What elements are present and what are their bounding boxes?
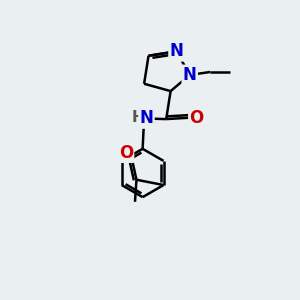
- Text: N: N: [183, 66, 197, 84]
- Text: O: O: [189, 109, 204, 127]
- Text: O: O: [119, 144, 133, 162]
- Text: N: N: [169, 42, 183, 60]
- Text: H: H: [131, 110, 144, 125]
- Text: N: N: [140, 110, 153, 128]
